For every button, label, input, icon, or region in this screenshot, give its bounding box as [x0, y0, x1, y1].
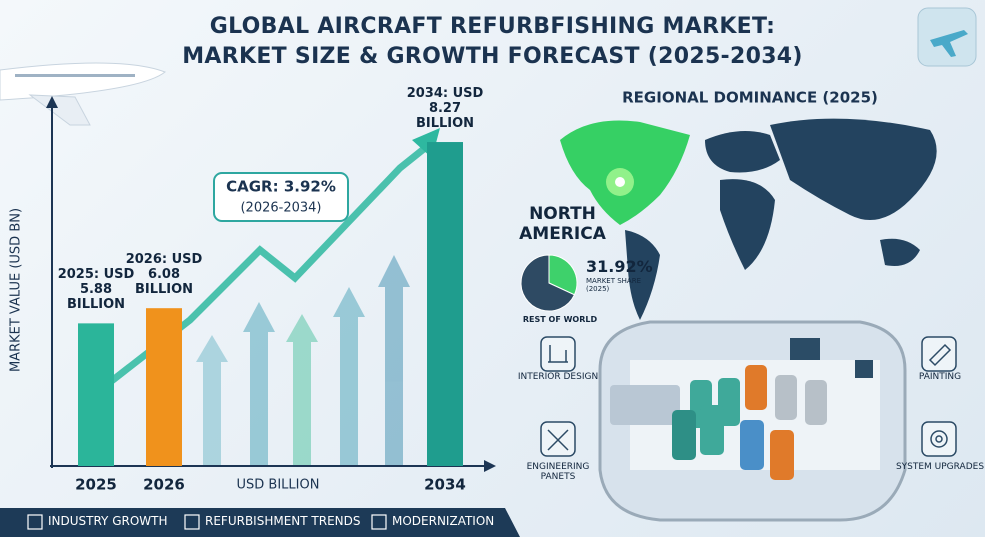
growth-arrows — [196, 255, 410, 465]
footer-icon — [27, 514, 43, 530]
region-label: NORTH AMERICA — [519, 204, 606, 244]
y-axis-arrow — [46, 96, 58, 108]
feature-label: ENGINEERING PANETS — [526, 462, 590, 483]
x-tick-label: 2034 — [424, 476, 466, 494]
cagr-label: CAGR: 3.92% — [226, 178, 336, 196]
footer-item: MODERNIZATION — [392, 514, 495, 528]
map-title: REGIONAL DOMINANCE (2025) — [622, 89, 878, 107]
footer-item: INDUSTRY GROWTH — [48, 514, 168, 528]
footer-item: REFURBISHMENT TRENDS — [205, 514, 361, 528]
y-axis-label: MARKET VALUE (USD BN) — [9, 208, 24, 372]
cabin-illustration — [598, 320, 907, 522]
world-map — [560, 118, 937, 320]
x-axis-arrow — [484, 460, 496, 472]
bar — [78, 323, 114, 466]
cagr-box — [213, 172, 349, 222]
footer-icon — [184, 514, 200, 530]
footer-band — [0, 508, 520, 537]
pie-slice — [548, 254, 578, 296]
feature-icons — [540, 336, 957, 457]
pie-value-label: 31.92% — [586, 257, 653, 276]
bar — [146, 308, 182, 466]
title-line: MARKET SIZE & GROWTH FORECAST (2025-2034… — [182, 44, 803, 69]
plane-icon — [917, 7, 977, 67]
pie-slice — [520, 254, 576, 312]
footer-icon — [371, 514, 387, 530]
x-tick-label: 2025 — [75, 476, 117, 494]
value-label: 2025: USD 5.88 BILLION — [57, 267, 135, 313]
plane-decoration — [0, 62, 166, 126]
cagr-period: (2026-2034) — [240, 201, 321, 216]
value-label: 2034: USD 8.27 BILLION — [406, 86, 484, 131]
bar — [427, 142, 463, 466]
pie-subtitle: MARKET SHARE (2025) — [586, 277, 641, 294]
feature-label: INTERIOR DESIGN — [517, 372, 599, 382]
region-label: REST OF WORLD — [522, 315, 598, 324]
value-label: 2026: USD 6.08 BILLION — [125, 252, 203, 298]
title-line: GLOBAL AIRCRAFT REFURBFISHING MARKET: — [209, 14, 776, 39]
x-tick-label: 2026 — [143, 476, 185, 494]
feature-label: PAINTING — [918, 372, 962, 382]
feature-label: SYSTEM UPGRADES — [895, 462, 985, 472]
x-axis-label: USD BILLION — [237, 478, 320, 493]
